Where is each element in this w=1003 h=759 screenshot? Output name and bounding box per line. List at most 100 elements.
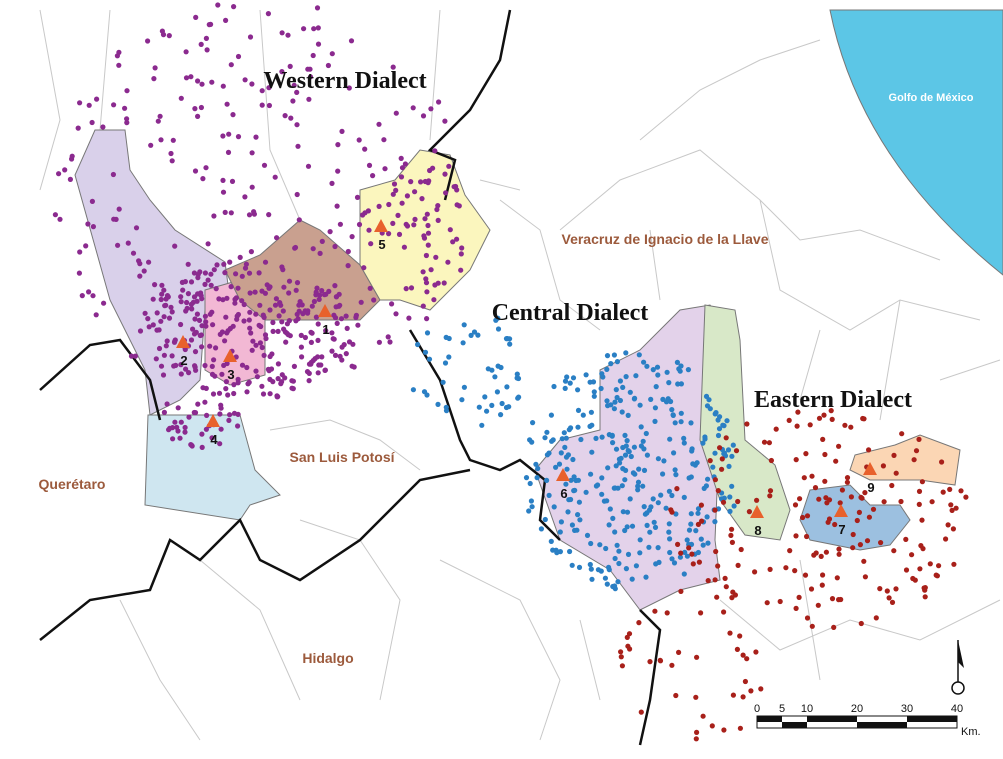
locality-dot xyxy=(195,78,201,84)
locality-dot xyxy=(399,200,405,206)
locality-dot xyxy=(712,519,718,525)
locality-dot xyxy=(209,309,215,315)
locality-dot xyxy=(693,528,699,534)
locality-dot xyxy=(528,498,535,504)
locality-dot xyxy=(422,216,428,222)
locality-dot xyxy=(178,362,184,368)
locality-dot xyxy=(391,181,398,187)
locality-dot xyxy=(489,367,495,373)
locality-dot xyxy=(90,224,96,230)
locality-dot xyxy=(111,102,117,108)
locality-dot xyxy=(694,729,700,736)
site-label: 1 xyxy=(322,322,329,337)
locality-dot xyxy=(927,561,933,567)
state-borders xyxy=(39,9,662,746)
locality-dot xyxy=(700,440,706,446)
locality-dot xyxy=(661,458,667,464)
locality-dot xyxy=(637,537,643,543)
locality-dot xyxy=(356,221,363,228)
locality-dot xyxy=(85,221,91,227)
locality-dot xyxy=(597,542,603,548)
locality-dot xyxy=(146,324,152,330)
locality-dot xyxy=(591,389,597,395)
locality-dot xyxy=(192,168,199,174)
locality-dot xyxy=(951,561,957,567)
locality-dot xyxy=(623,566,630,572)
locality-dot xyxy=(535,465,541,472)
locality-dot xyxy=(731,503,737,509)
locality-dot xyxy=(729,539,736,546)
locality-dot xyxy=(651,519,657,525)
locality-dot xyxy=(454,236,460,242)
locality-dot xyxy=(727,494,733,500)
locality-dot xyxy=(507,341,513,347)
locality-dot xyxy=(227,259,233,265)
locality-dot xyxy=(793,605,799,612)
locality-dot xyxy=(716,426,723,432)
locality-dot xyxy=(676,649,682,656)
locality-dot xyxy=(224,360,230,367)
locality-dot xyxy=(598,385,604,392)
locality-dot xyxy=(435,203,441,209)
locality-dot xyxy=(114,53,120,59)
locality-dot xyxy=(256,322,262,328)
locality-dot xyxy=(273,296,279,302)
locality-dot xyxy=(155,118,161,124)
locality-dot xyxy=(623,350,629,356)
locality-dot xyxy=(310,52,316,59)
locality-dot xyxy=(192,349,199,355)
locality-dot xyxy=(156,345,163,352)
locality-dot xyxy=(204,412,210,418)
locality-dot xyxy=(235,53,242,60)
locality-dot xyxy=(934,573,941,579)
locality-dot xyxy=(124,116,130,122)
locality-dot xyxy=(210,391,217,397)
locality-dot xyxy=(315,321,321,327)
locality-dot xyxy=(69,153,75,159)
locality-dot xyxy=(475,332,481,338)
locality-dot xyxy=(313,314,319,320)
locality-dot xyxy=(425,230,432,236)
locality-dot xyxy=(420,269,426,275)
locality-dot xyxy=(728,532,734,539)
locality-dot xyxy=(332,283,338,289)
locality-dot xyxy=(604,353,611,359)
locality-dot xyxy=(546,492,552,498)
locality-dot xyxy=(698,536,704,542)
locality-dot xyxy=(376,203,382,209)
locality-dot xyxy=(308,339,314,345)
locality-dot xyxy=(133,225,140,231)
locality-dot xyxy=(142,310,148,316)
locality-dot xyxy=(172,419,178,425)
site-marker xyxy=(863,462,877,475)
locality-dot xyxy=(319,354,325,360)
locality-dot xyxy=(159,282,165,288)
locality-dot xyxy=(829,596,836,602)
locality-dot xyxy=(638,709,644,715)
locality-dot xyxy=(267,353,273,360)
locality-dot xyxy=(278,302,284,308)
locality-dot xyxy=(666,521,672,527)
locality-dot xyxy=(822,478,828,484)
locality-dot xyxy=(331,336,337,342)
locality-dot xyxy=(225,149,232,155)
locality-dot xyxy=(337,221,343,227)
locality-dot xyxy=(929,499,935,505)
locality-dot xyxy=(306,96,312,102)
locality-dot xyxy=(311,298,317,305)
locality-dot xyxy=(583,372,589,378)
locality-dot xyxy=(767,488,774,494)
locality-dot xyxy=(538,526,545,532)
site-label: 5 xyxy=(378,237,385,252)
locality-dot xyxy=(551,383,557,390)
locality-dot xyxy=(636,466,642,472)
locality-dot xyxy=(559,436,565,442)
locality-dot xyxy=(354,194,361,200)
locality-dot xyxy=(625,551,632,558)
locality-dot xyxy=(563,454,570,460)
locality-dot xyxy=(675,541,681,548)
locality-dot xyxy=(337,302,343,308)
locality-dot xyxy=(862,490,868,496)
locality-dot xyxy=(828,408,834,414)
locality-dot xyxy=(125,240,131,246)
